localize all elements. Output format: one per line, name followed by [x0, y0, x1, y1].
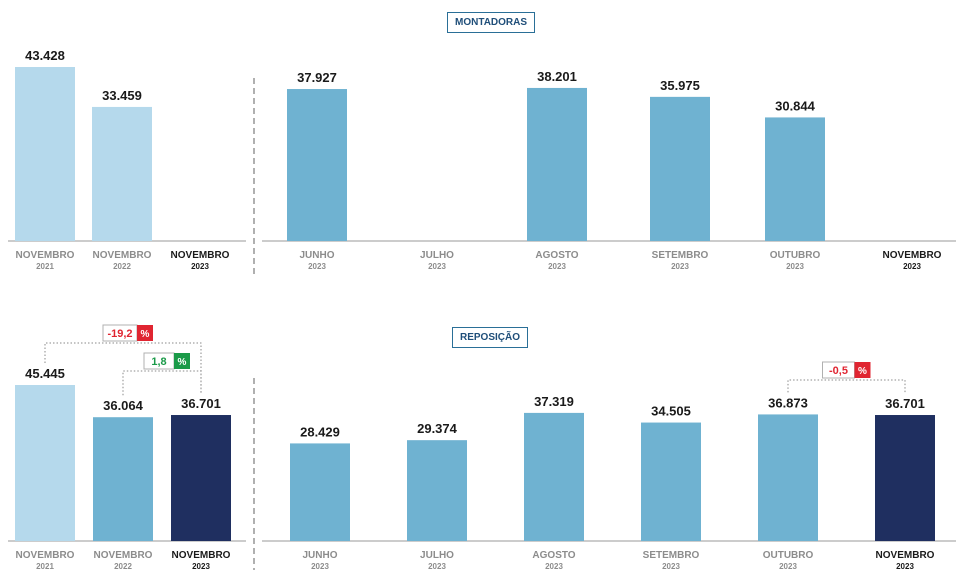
bar [527, 87, 587, 242]
variation-badge-unit-box [137, 325, 153, 341]
bar [875, 415, 935, 541]
bar [171, 415, 231, 541]
value-label: 33.459 [102, 88, 142, 103]
value-label: 35.975 [660, 78, 700, 93]
bar [15, 385, 75, 541]
value-label: 37.927 [297, 70, 337, 85]
variation-value: -0,5 [829, 365, 848, 377]
category-label: JUNHO [299, 250, 334, 261]
bar [92, 106, 152, 241]
bar [641, 422, 701, 541]
category-year-label: 2021 [36, 262, 54, 271]
category-year-label: 2023 [671, 262, 689, 271]
variation-unit: % [858, 366, 867, 377]
value-label: 30.844 [775, 98, 816, 113]
bar [287, 89, 347, 241]
category-year-label: 2023 [311, 562, 329, 570]
bar [290, 443, 350, 541]
reposicao-yearly-chart: 45.445NOVEMBRO202136.064NOVEMBRO202236.7… [8, 324, 246, 570]
value-label: 36.873 [768, 395, 808, 410]
value-label: 38.201 [537, 69, 577, 84]
variation-badge-unit-box [174, 353, 190, 369]
variation-unit: % [141, 329, 150, 340]
value-label: 37.319 [534, 394, 574, 409]
montadoras-monthly-chart: 37.927JUNHO2023JULHO202338.201AGOSTO2023… [262, 69, 956, 271]
category-year-label: 2022 [114, 562, 132, 570]
category-year-label: 2023 [192, 562, 210, 570]
category-label: AGOSTO [532, 550, 575, 561]
category-label: NOVEMBRO [876, 550, 935, 561]
variation-value: 1,8 [151, 356, 166, 368]
category-label: OUTUBRO [770, 250, 821, 261]
value-label: 34.505 [651, 404, 691, 419]
category-year-label: 2023 [786, 262, 804, 271]
category-label: JULHO [420, 550, 454, 561]
variation-badge-unit-box [854, 362, 871, 378]
category-year-label: 2022 [113, 262, 131, 271]
category-year-label: 2023 [779, 562, 797, 570]
value-label: 43.428 [25, 48, 65, 63]
category-year-label: 2023 [308, 262, 326, 271]
reposicao-title: REPOSIÇÃO [452, 327, 529, 348]
value-label: 36.701 [181, 396, 221, 411]
variation-unit: % [178, 357, 187, 368]
category-label: OUTUBRO [763, 550, 814, 561]
value-label: 28.429 [300, 424, 340, 439]
category-year-label: 2023 [548, 262, 566, 271]
category-label: NOVEMBRO [94, 550, 153, 561]
category-year-label: 2021 [36, 562, 54, 570]
value-label: 36.064 [103, 398, 144, 413]
category-label: SETEMBRO [652, 250, 709, 261]
montadoras-yearly-chart: 43.428NOVEMBRO202133.459NOVEMBRO2022NOVE… [8, 48, 246, 271]
bar [524, 412, 584, 541]
category-label: JULHO [420, 250, 454, 261]
category-year-label: 2023 [662, 562, 680, 570]
category-year-label: 2023 [896, 562, 914, 570]
bar [650, 96, 710, 242]
category-year-label: 2023 [191, 262, 209, 271]
montadoras-title: MONTADORAS [447, 12, 536, 33]
bar [93, 417, 153, 541]
comparison-bracket [44, 342, 202, 394]
category-label: NOVEMBRO [16, 250, 75, 261]
category-label: NOVEMBRO [171, 250, 230, 261]
bar [15, 67, 75, 241]
category-year-label: 2023 [428, 562, 446, 570]
category-label: NOVEMBRO [93, 250, 152, 261]
comparison-bracket [122, 370, 202, 396]
value-label: 45.445 [25, 366, 65, 381]
category-label: NOVEMBRO [883, 250, 942, 261]
category-year-label: 2023 [545, 562, 563, 570]
bar [765, 117, 825, 241]
value-label: 36.701 [885, 396, 925, 411]
category-label: JUNHO [302, 550, 337, 561]
category-label: SETEMBRO [643, 550, 700, 561]
category-label: NOVEMBRO [16, 550, 75, 561]
category-year-label: 2023 [903, 262, 921, 271]
bar [758, 414, 818, 541]
category-year-label: 2023 [428, 262, 446, 271]
value-label: 29.374 [417, 421, 458, 436]
comparison-bracket [787, 379, 906, 394]
variation-value: -19,2 [107, 328, 132, 340]
category-label: NOVEMBRO [172, 550, 231, 561]
reposicao-monthly-chart: 28.429JUNHO202329.374JULHO202337.319AGOS… [262, 361, 956, 570]
bar [407, 440, 467, 541]
category-label: AGOSTO [535, 250, 578, 261]
